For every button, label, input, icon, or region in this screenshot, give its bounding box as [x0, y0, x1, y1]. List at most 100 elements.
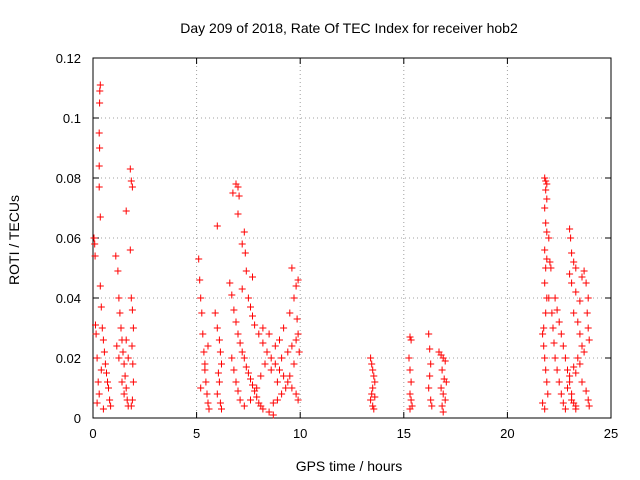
- data-point: [97, 303, 105, 311]
- data-point: [91, 240, 99, 248]
- data-point: [107, 402, 115, 410]
- data-point: [294, 330, 302, 338]
- data-point: [244, 294, 252, 302]
- data-point: [286, 372, 294, 380]
- data-point: [218, 360, 225, 368]
- data-point: [232, 318, 240, 326]
- data-point: [230, 366, 238, 374]
- data-point: [541, 174, 549, 182]
- data-point: [253, 393, 261, 401]
- data-point: [582, 387, 590, 395]
- data-point: [427, 396, 435, 404]
- data-point: [216, 348, 224, 356]
- data-point: [294, 396, 302, 404]
- data-point: [570, 258, 578, 266]
- data-point: [288, 384, 296, 392]
- axis-ticks: [92, 57, 612, 419]
- data-point: [370, 405, 378, 413]
- data-point: [93, 399, 101, 407]
- data-point: [229, 189, 237, 197]
- data-point: [249, 381, 256, 389]
- data-point: [369, 402, 377, 410]
- data-point: [290, 360, 298, 368]
- data-point: [119, 348, 127, 356]
- data-point: [553, 366, 561, 374]
- data-point: [129, 378, 137, 386]
- data-point: [91, 252, 99, 260]
- data-point: [539, 330, 547, 338]
- data-point: [559, 342, 567, 350]
- data-point: [228, 354, 236, 362]
- data-point: [93, 354, 101, 362]
- grid-lines: [93, 58, 611, 418]
- y-tick-label: 0.1: [63, 111, 81, 126]
- data-point: [99, 405, 107, 413]
- data-point: [95, 129, 103, 137]
- data-point: [549, 324, 557, 332]
- data-point: [218, 405, 225, 413]
- data-point: [196, 276, 204, 284]
- data-point: [426, 372, 434, 380]
- data-point: [545, 234, 553, 242]
- data-point: [566, 378, 574, 386]
- data-point: [259, 324, 267, 332]
- data-point: [286, 309, 294, 317]
- data-point: [117, 324, 125, 332]
- data-point: [572, 369, 580, 377]
- data-point: [585, 336, 593, 344]
- data-point: [267, 366, 275, 374]
- x-tick-label: 20: [500, 426, 514, 441]
- data-point: [253, 384, 261, 392]
- data-point: [242, 267, 250, 275]
- data-point: [230, 306, 238, 314]
- data-point: [234, 387, 242, 395]
- data-point: [105, 384, 112, 392]
- data-point: [580, 267, 588, 275]
- data-point: [255, 330, 263, 338]
- data-point: [115, 294, 123, 302]
- data-point: [265, 408, 273, 416]
- data-point: [197, 384, 205, 392]
- data-point: [584, 294, 592, 302]
- data-point: [572, 402, 580, 410]
- data-point: [106, 396, 114, 404]
- data-point: [406, 333, 414, 341]
- x-tick-label: 15: [397, 426, 411, 441]
- data-point: [96, 81, 104, 89]
- data-point: [247, 375, 254, 383]
- data-point: [238, 285, 246, 293]
- data-point: [201, 366, 209, 374]
- data-point: [276, 336, 283, 344]
- data-point: [213, 222, 221, 230]
- data-point: [124, 354, 132, 362]
- data-point: [371, 393, 379, 401]
- data-point: [121, 372, 129, 380]
- data-point: [540, 324, 548, 332]
- data-point: [567, 234, 575, 242]
- data-point: [122, 336, 130, 344]
- data-point: [215, 336, 223, 344]
- y-tick-label: 0.02: [56, 351, 81, 366]
- x-tick-labels: 0 5 10 15 20 25: [89, 426, 618, 441]
- data-point: [542, 309, 550, 317]
- data-point: [234, 183, 242, 191]
- data-point: [263, 348, 271, 356]
- data-point: [240, 402, 248, 410]
- data-point: [542, 366, 550, 374]
- data-point: [213, 324, 221, 332]
- data-point: [236, 396, 244, 404]
- data-point: [541, 354, 549, 362]
- data-point: [205, 405, 213, 413]
- data-point: [96, 87, 104, 95]
- data-point: [368, 390, 376, 398]
- data-point: [561, 405, 569, 413]
- data-point: [269, 399, 277, 407]
- data-point: [574, 318, 582, 326]
- data-point: [425, 330, 433, 338]
- data-point: [543, 228, 551, 236]
- data-point: [92, 321, 99, 329]
- y-tick-label: 0.06: [56, 231, 81, 246]
- data-point: [101, 360, 109, 368]
- data-point: [557, 390, 565, 398]
